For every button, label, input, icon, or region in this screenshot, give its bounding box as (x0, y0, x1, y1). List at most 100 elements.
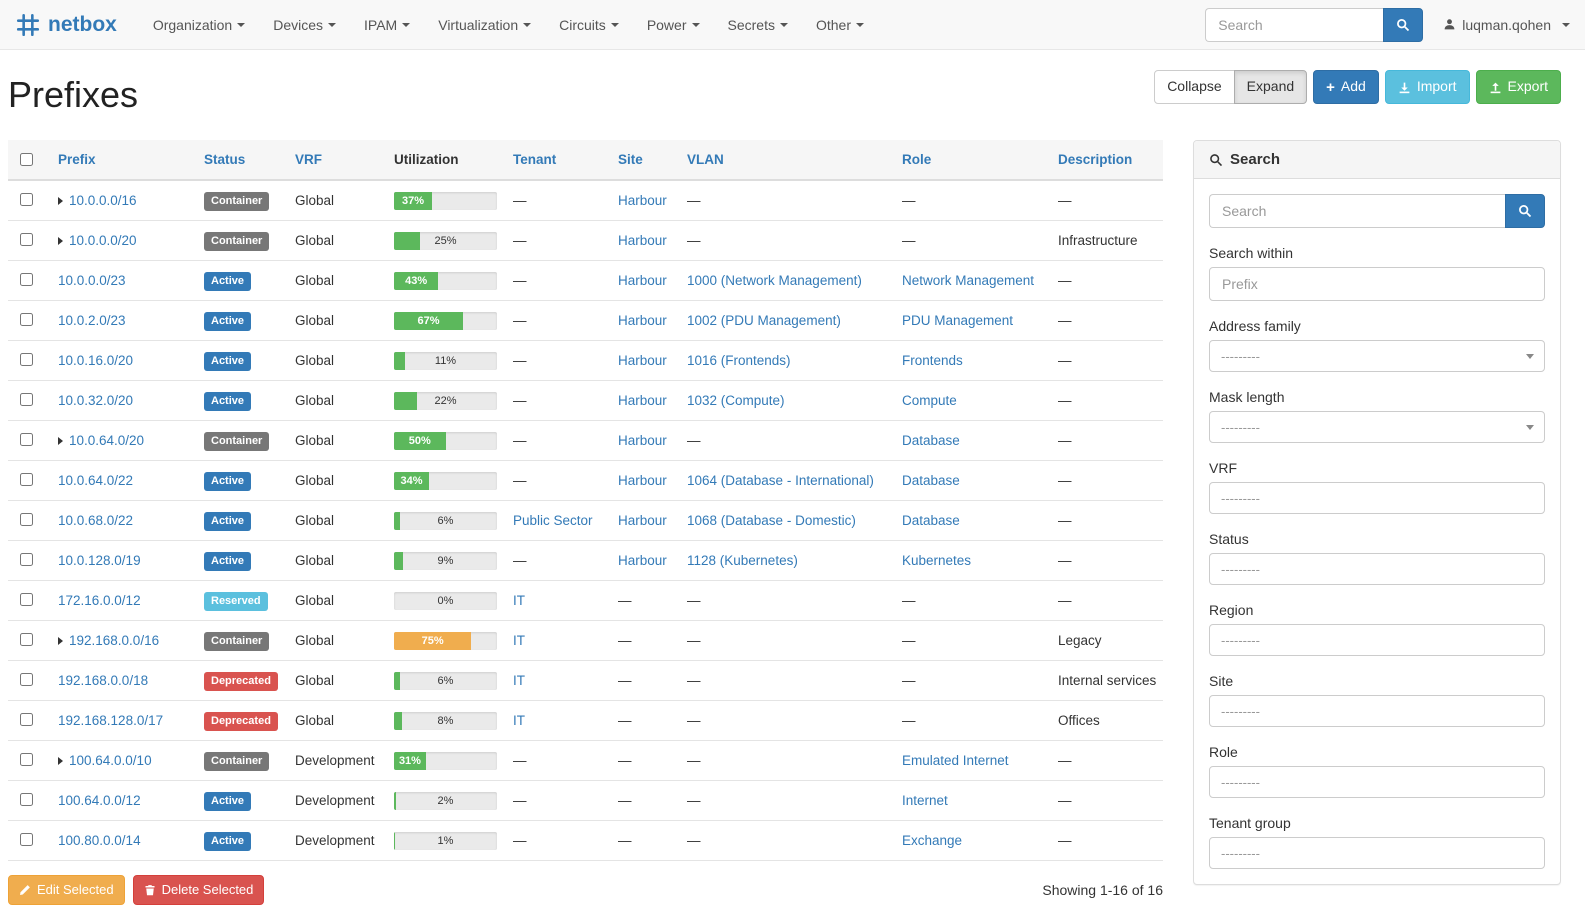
add-button[interactable]: + Add (1313, 70, 1379, 104)
site-link[interactable]: Harbour (618, 192, 667, 208)
prefix-link[interactable]: 10.0.64.0/20 (69, 432, 145, 448)
prefix-link[interactable]: 192.168.0.0/18 (58, 672, 149, 688)
prefix-link[interactable]: 10.0.2.0/23 (58, 312, 126, 328)
prefix-link[interactable]: 192.168.0.0/16 (69, 632, 160, 648)
prefix-link[interactable]: 10.0.16.0/20 (58, 352, 134, 368)
site-link[interactable]: Harbour (618, 512, 667, 528)
column-header-link-prefix[interactable]: Prefix (58, 152, 96, 167)
prefix-link[interactable]: 10.0.0.0/20 (69, 232, 137, 248)
vlan-link[interactable]: 1000 (Network Management) (687, 272, 862, 288)
sidebar-search-input[interactable] (1209, 194, 1505, 228)
filter-select-role[interactable]: --------- (1209, 766, 1545, 798)
select-all-checkbox[interactable] (20, 153, 33, 166)
vlan-link[interactable]: 1068 (Database - Domestic) (687, 512, 856, 528)
import-button[interactable]: Import (1384, 70, 1470, 104)
filter-select-status[interactable]: --------- (1209, 553, 1545, 585)
expand-children-icon[interactable] (58, 636, 63, 645)
filter-select-address-family[interactable]: --------- (1209, 340, 1545, 372)
column-header-link-vrf[interactable]: VRF (295, 152, 322, 167)
row-checkbox[interactable] (20, 313, 33, 326)
role-link[interactable]: PDU Management (902, 312, 1014, 328)
user-menu[interactable]: luqman.qohen (1443, 17, 1570, 33)
row-checkbox[interactable] (20, 673, 33, 686)
role-link[interactable]: Exchange (902, 832, 963, 848)
prefix-link[interactable]: 10.0.32.0/20 (58, 392, 134, 408)
nav-item-circuits[interactable]: Circuits (545, 0, 633, 50)
row-checkbox[interactable] (20, 593, 33, 606)
filter-select-mask-length[interactable]: --------- (1209, 411, 1545, 443)
row-checkbox[interactable] (20, 793, 33, 806)
nav-item-other[interactable]: Other (802, 0, 878, 50)
prefix-link[interactable]: 192.168.128.0/17 (58, 712, 164, 728)
vlan-link[interactable]: 1032 (Compute) (687, 392, 785, 408)
row-checkbox[interactable] (20, 273, 33, 286)
role-link[interactable]: Network Management (902, 272, 1035, 288)
expand-children-icon[interactable] (58, 196, 63, 205)
row-checkbox[interactable] (20, 473, 33, 486)
site-link[interactable]: Harbour (618, 392, 667, 408)
tenant-link[interactable]: IT (513, 712, 525, 728)
vlan-link[interactable]: 1016 (Frontends) (687, 352, 791, 368)
prefix-link[interactable]: 100.80.0.0/14 (58, 832, 141, 848)
role-link[interactable]: Compute (902, 392, 957, 408)
filter-input-search-within[interactable] (1209, 267, 1545, 301)
column-header-link-role[interactable]: Role (902, 152, 932, 167)
tenant-link[interactable]: IT (513, 672, 525, 688)
collapse-button[interactable]: Collapse (1154, 70, 1235, 104)
row-checkbox[interactable] (20, 713, 33, 726)
row-checkbox[interactable] (20, 353, 33, 366)
site-link[interactable]: Harbour (618, 472, 667, 488)
site-link[interactable]: Harbour (618, 232, 667, 248)
row-checkbox[interactable] (20, 553, 33, 566)
row-checkbox[interactable] (20, 193, 33, 206)
sidebar-search-button[interactable] (1505, 194, 1545, 228)
column-header-link-description[interactable]: Description (1058, 152, 1133, 167)
prefix-link[interactable]: 172.16.0.0/12 (58, 592, 141, 608)
expand-children-icon[interactable] (58, 756, 63, 765)
role-link[interactable]: Kubernetes (902, 552, 972, 568)
site-link[interactable]: Harbour (618, 552, 667, 568)
global-search-input[interactable] (1205, 7, 1384, 42)
tenant-link[interactable]: IT (513, 632, 525, 648)
prefix-link[interactable]: 10.0.68.0/22 (58, 512, 134, 528)
tenant-link[interactable]: IT (513, 592, 525, 608)
filter-select-tenant-group[interactable]: --------- (1209, 837, 1545, 869)
expand-children-icon[interactable] (58, 436, 63, 445)
nav-item-virtualization[interactable]: Virtualization (424, 0, 545, 50)
column-header-link-tenant[interactable]: Tenant (513, 152, 557, 167)
prefix-link[interactable]: 100.64.0.0/10 (69, 752, 152, 768)
nav-item-organization[interactable]: Organization (139, 0, 259, 50)
site-link[interactable]: Harbour (618, 312, 667, 328)
role-link[interactable]: Frontends (902, 352, 963, 368)
site-link[interactable]: Harbour (618, 272, 667, 288)
edit-selected-button[interactable]: Edit Selected (8, 875, 125, 905)
delete-selected-button[interactable]: Delete Selected (132, 875, 265, 905)
nav-item-power[interactable]: Power (633, 0, 714, 50)
row-checkbox[interactable] (20, 833, 33, 846)
filter-select-vrf[interactable]: --------- (1209, 482, 1545, 514)
nav-item-devices[interactable]: Devices (259, 0, 350, 50)
column-header-link-status[interactable]: Status (204, 152, 246, 167)
role-link[interactable]: Internet (902, 792, 948, 808)
netbox-logo[interactable]: netbox (15, 12, 117, 38)
prefix-link[interactable]: 10.0.128.0/19 (58, 552, 141, 568)
site-link[interactable]: Harbour (618, 352, 667, 368)
vlan-link[interactable]: 1002 (PDU Management) (687, 312, 841, 328)
expand-children-icon[interactable] (58, 236, 63, 245)
site-link[interactable]: Harbour (618, 432, 667, 448)
prefix-link[interactable]: 100.64.0.0/12 (58, 792, 141, 808)
role-link[interactable]: Database (902, 432, 960, 448)
role-link[interactable]: Database (902, 472, 960, 488)
expand-button[interactable]: Expand (1233, 70, 1308, 104)
row-checkbox[interactable] (20, 393, 33, 406)
prefix-link[interactable]: 10.0.64.0/22 (58, 472, 134, 488)
global-search-button[interactable] (1383, 7, 1424, 42)
row-checkbox[interactable] (20, 513, 33, 526)
role-link[interactable]: Database (902, 512, 960, 528)
row-checkbox[interactable] (20, 753, 33, 766)
export-button[interactable]: Export (1475, 70, 1561, 104)
filter-select-region[interactable]: --------- (1209, 624, 1545, 656)
vlan-link[interactable]: 1128 (Kubernetes) (687, 552, 798, 568)
prefix-link[interactable]: 10.0.0.0/23 (58, 272, 126, 288)
row-checkbox[interactable] (20, 433, 33, 446)
